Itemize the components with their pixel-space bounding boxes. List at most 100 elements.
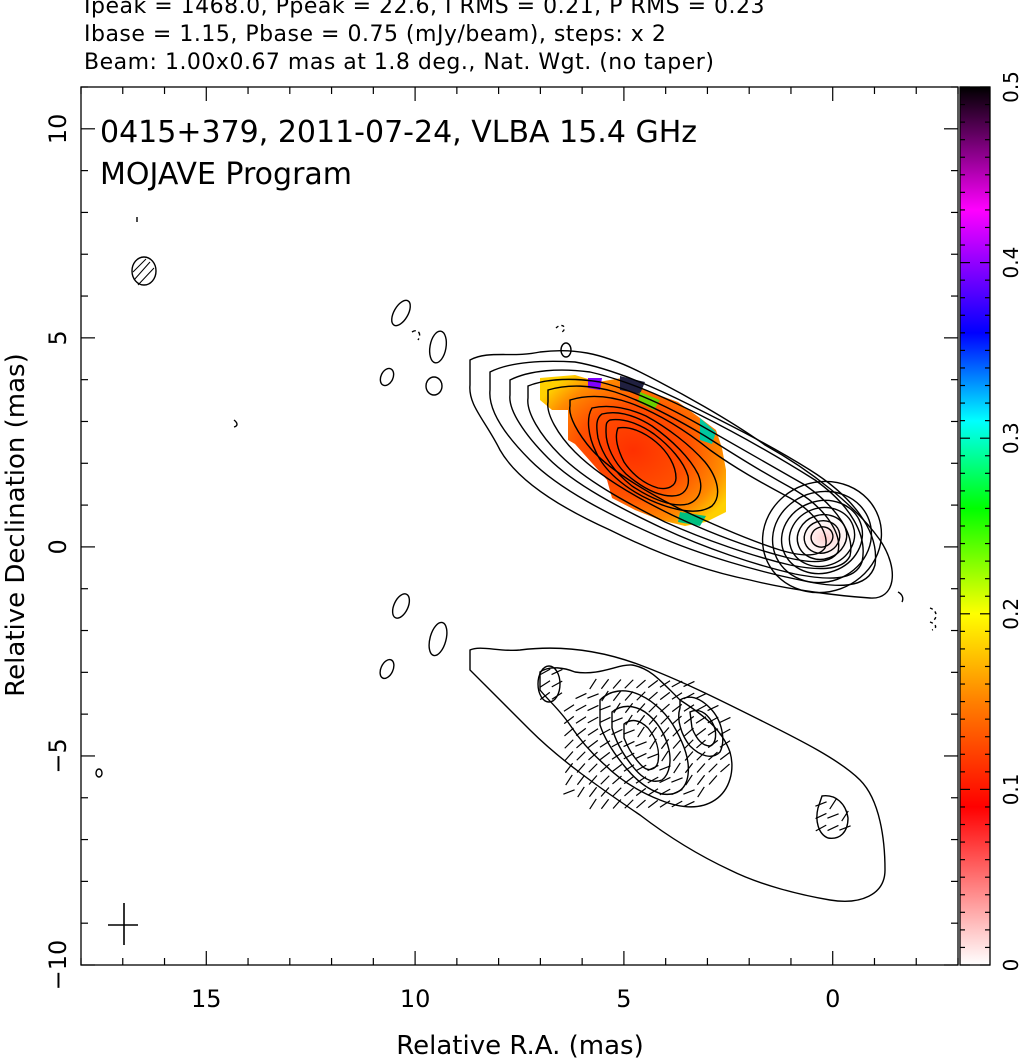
evpa-tick xyxy=(575,692,587,700)
evpa-tick xyxy=(624,702,634,714)
plot-frame xyxy=(80,86,959,966)
evpa-tick xyxy=(576,763,586,773)
evpa-tick xyxy=(696,774,706,786)
evpa-tick xyxy=(647,753,659,759)
y-tick-label: 5 xyxy=(44,330,72,345)
header-line-1: Ipeak = 1468.0, Ppeak = 22.6, I RMS = 0.… xyxy=(84,0,765,19)
y-tick-label: 0 xyxy=(44,539,72,554)
evpa-tick xyxy=(839,825,851,831)
lower-contours xyxy=(469,647,886,902)
evpa-tick xyxy=(696,763,706,773)
image-layer xyxy=(95,217,937,902)
evpa-tick xyxy=(648,703,658,713)
evpa-tick xyxy=(683,692,695,700)
colorbar-tick-label: 0.1 xyxy=(999,773,1021,805)
colorbar-ticks: 0 0.1 0.2 0.3 0.4 0.5 xyxy=(960,71,1021,971)
header-line-3: Beam: 1.00x0.67 mas at 1.8 deg., Nat. Wg… xyxy=(84,50,715,75)
y-axis-label: Relative Declination (mas) xyxy=(1,353,31,696)
evpa-tick xyxy=(599,740,611,748)
polarization-green-edge-2 xyxy=(700,418,716,444)
evpa-tick xyxy=(719,751,731,761)
evpa-tick xyxy=(563,715,575,725)
evpa-tick xyxy=(829,798,837,810)
evpa-tick xyxy=(611,752,623,760)
axes: 15 10 5 0 10 5 0 −5 −10 xyxy=(44,86,959,1013)
evpa-tick xyxy=(589,678,597,690)
evpa-tick xyxy=(588,775,598,785)
evpa-tick xyxy=(576,774,586,786)
evpa-tick xyxy=(635,764,647,772)
evpa-tick xyxy=(660,715,670,725)
evpa-tick xyxy=(564,739,574,749)
evpa-tick xyxy=(637,726,645,738)
evpa-tick xyxy=(720,763,730,773)
evpa-tick xyxy=(659,765,671,771)
colorbar-tick-label: 0.4 xyxy=(999,247,1021,279)
evpa-tick xyxy=(636,714,646,726)
evpa-tick xyxy=(697,786,705,798)
evpa-tick xyxy=(695,692,707,700)
evpa-tick xyxy=(671,703,683,713)
evpa-tick xyxy=(613,702,621,714)
evpa-tick xyxy=(589,798,597,810)
evpa-tick xyxy=(648,715,658,725)
evpa-tick xyxy=(600,798,610,810)
evpa-tick xyxy=(707,704,719,712)
evpa-tick xyxy=(612,679,622,689)
y-tick-label: −10 xyxy=(44,940,72,991)
evpa-tick xyxy=(600,787,610,797)
evpa-tick xyxy=(625,714,633,726)
evpa-tick xyxy=(588,786,598,798)
evpa-tick xyxy=(577,786,585,798)
evpa-tick xyxy=(671,680,683,688)
evpa-tick xyxy=(576,751,586,761)
evpa-tick xyxy=(624,799,634,809)
chart-subtitle: MOJAVE Program xyxy=(100,157,352,192)
evpa-tick xyxy=(588,751,598,761)
evpa-tick xyxy=(565,774,573,786)
evpa-tick xyxy=(601,690,609,702)
evpa-tick xyxy=(612,775,622,785)
evpa-tick xyxy=(659,776,671,784)
evpa-tick xyxy=(672,727,682,737)
evpa-tick xyxy=(551,668,563,676)
evpa-tick xyxy=(815,801,827,807)
evpa-tick xyxy=(695,704,707,712)
evpa-tick xyxy=(695,716,707,724)
evpa-tick xyxy=(599,716,611,724)
evpa-tick xyxy=(636,799,646,809)
x-tick-label: 15 xyxy=(191,985,222,1013)
evpa-tick xyxy=(660,738,670,750)
evpa-tick xyxy=(659,680,671,688)
evpa-tick xyxy=(587,693,599,699)
header-line-2: Ibase = 1.15, Pbase = 0.75 (mJy/beam), s… xyxy=(84,22,667,47)
evpa-tick xyxy=(707,739,719,749)
evpa-tick xyxy=(551,680,563,688)
evpa-tick xyxy=(648,691,658,701)
y-tick-label: −5 xyxy=(44,738,72,773)
evpa-tick xyxy=(564,751,574,761)
evpa-tick xyxy=(661,750,669,762)
evpa-tick xyxy=(623,729,635,735)
top-left-hatch xyxy=(132,258,155,286)
evpa-tick xyxy=(611,763,623,773)
evpa-tick xyxy=(635,776,647,784)
evpa-tick xyxy=(683,715,695,725)
evpa-tick xyxy=(707,728,719,736)
evpa-tick xyxy=(623,752,635,760)
evpa-tick xyxy=(660,727,670,737)
polarization-green-lower xyxy=(678,512,706,526)
evpa-tick xyxy=(659,800,671,808)
evpa-tick xyxy=(707,716,719,724)
evpa-tick xyxy=(708,763,718,773)
x-tick-label: 0 xyxy=(825,985,840,1013)
evpa-tick xyxy=(539,680,551,688)
evpa-tick xyxy=(649,738,657,750)
evpa-tick xyxy=(672,739,682,749)
evpa-tick xyxy=(708,751,718,761)
polarization-image xyxy=(540,375,726,526)
evpa-tick xyxy=(624,691,634,701)
evpa-tick xyxy=(647,764,659,772)
evpa-tick xyxy=(684,751,694,761)
